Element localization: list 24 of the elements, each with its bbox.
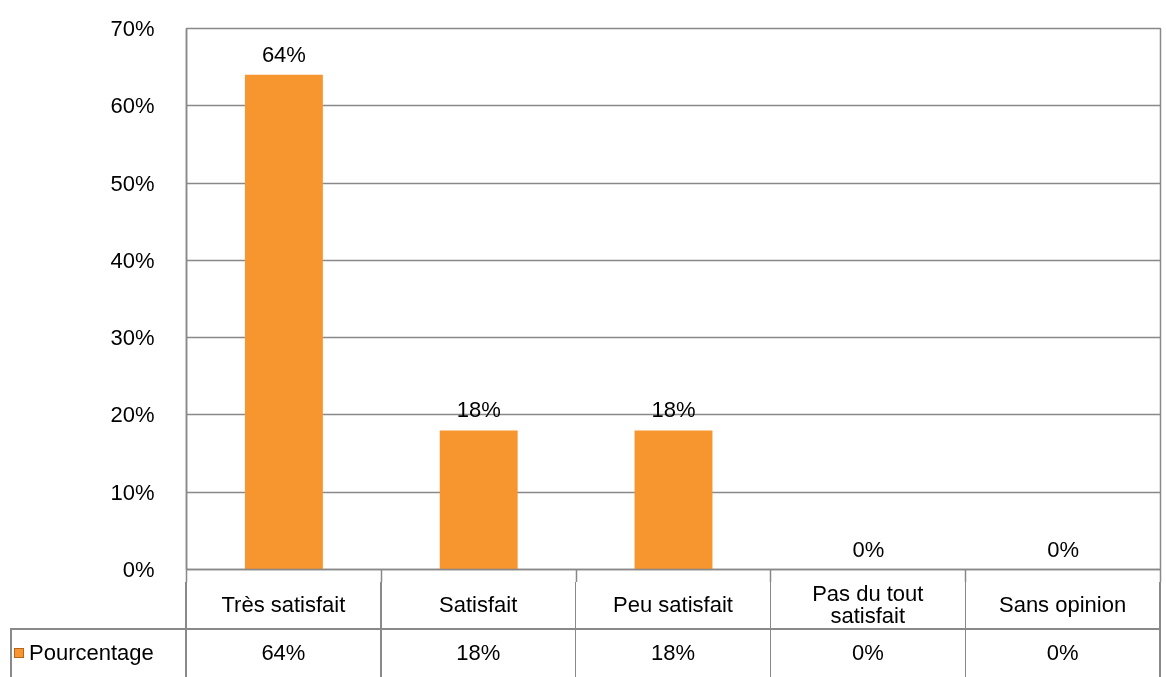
y-tick-label: 70%	[110, 16, 155, 41]
y-tick-label: 60%	[110, 93, 155, 119]
y-tick-label: 10%	[110, 479, 155, 505]
data-label: 64%	[260, 638, 307, 667]
text: 64%	[261, 41, 306, 67]
data-label: 0%	[850, 638, 885, 667]
x-tick-label: Peu satisfait	[612, 591, 734, 619]
data-label: 18%	[455, 638, 502, 667]
x-tick-label: Pas du tout satisfait	[811, 581, 925, 628]
text: 0%	[1047, 536, 1079, 562]
data-label: 0%	[1045, 638, 1080, 667]
x-tick-label: Très satisfait	[220, 591, 347, 619]
y-tick-label: 50%	[110, 170, 155, 196]
y-tick-label: 30%	[110, 325, 155, 351]
data-label: 18%	[649, 638, 696, 667]
y-tick-label: 0%	[122, 557, 155, 582]
x-tick-label: Sans opinion	[997, 591, 1128, 619]
text: 18%	[651, 397, 696, 423]
y-tick-label: 40%	[110, 247, 155, 273]
x-tick-label: Satisfait	[438, 591, 519, 619]
legend-label: Pourcentage	[29, 639, 154, 665]
text: 18%	[456, 397, 501, 423]
y-tick-label: 20%	[110, 402, 155, 428]
text: 0%	[852, 536, 885, 562]
